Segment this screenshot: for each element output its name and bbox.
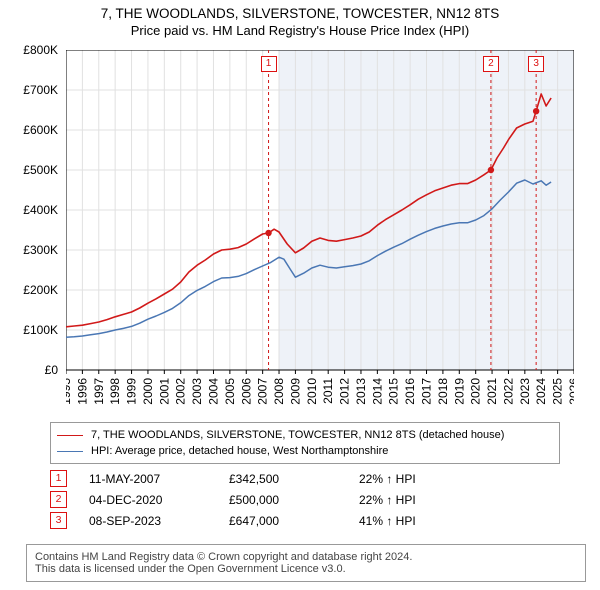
svg-text:2024: 2024 bbox=[534, 378, 548, 405]
sale-marker-num: 2 bbox=[50, 491, 67, 508]
legend-box: 7, THE WOODLANDS, SILVERSTONE, TOWCESTER… bbox=[50, 422, 560, 464]
title-line-2: Price paid vs. HM Land Registry's House … bbox=[0, 23, 600, 38]
sale-pct: 22% ↑ HPI bbox=[359, 493, 519, 507]
svg-text:2023: 2023 bbox=[518, 378, 532, 405]
titles: 7, THE WOODLANDS, SILVERSTONE, TOWCESTER… bbox=[0, 6, 600, 38]
svg-text:2003: 2003 bbox=[190, 378, 204, 405]
y-axis-labels: £0 £100K £200K £300K £400K £500K £600K £700K £80… bbox=[0, 40, 66, 420]
svg-text:2015: 2015 bbox=[387, 378, 401, 405]
legend-swatch-hpi bbox=[57, 451, 83, 452]
svg-text:£400K: £400K bbox=[23, 203, 58, 217]
figure-container: 7, THE WOODLANDS, SILVERSTONE, TOWCESTER… bbox=[0, 0, 600, 590]
svg-text:2014: 2014 bbox=[370, 378, 384, 405]
chart-marker-num: 2 bbox=[483, 56, 499, 72]
svg-text:£100K: £100K bbox=[23, 323, 58, 337]
svg-text:£500K: £500K bbox=[23, 163, 58, 177]
svg-text:1996: 1996 bbox=[75, 378, 89, 405]
svg-text:2005: 2005 bbox=[223, 378, 237, 405]
svg-text:2019: 2019 bbox=[452, 378, 466, 405]
legend-label-subject: 7, THE WOODLANDS, SILVERSTONE, TOWCESTER… bbox=[91, 429, 504, 441]
svg-text:2000: 2000 bbox=[141, 378, 155, 405]
legend-row-subject: 7, THE WOODLANDS, SILVERSTONE, TOWCESTER… bbox=[57, 427, 553, 443]
legend-row-hpi: HPI: Average price, detached house, West… bbox=[57, 443, 553, 459]
sale-pct: 22% ↑ HPI bbox=[359, 472, 519, 486]
x-axis-labels: 1995199619971998199920002001200220032004… bbox=[66, 374, 574, 420]
footer-box: Contains HM Land Registry data © Crown c… bbox=[26, 544, 586, 582]
footer-line-1: Contains HM Land Registry data © Crown c… bbox=[35, 551, 577, 563]
svg-text:2009: 2009 bbox=[288, 378, 302, 405]
legend-swatch-subject bbox=[57, 435, 83, 436]
title-line-1: 7, THE WOODLANDS, SILVERSTONE, TOWCESTER… bbox=[0, 6, 600, 21]
sale-date: 08-SEP-2023 bbox=[89, 514, 229, 528]
svg-text:2008: 2008 bbox=[272, 378, 286, 405]
svg-text:£700K: £700K bbox=[23, 83, 58, 97]
svg-text:2025: 2025 bbox=[551, 378, 565, 405]
svg-text:1997: 1997 bbox=[92, 378, 106, 405]
svg-text:2018: 2018 bbox=[436, 378, 450, 405]
svg-text:2002: 2002 bbox=[174, 378, 188, 405]
svg-text:1995: 1995 bbox=[66, 378, 73, 405]
svg-text:1998: 1998 bbox=[108, 378, 122, 405]
svg-text:2001: 2001 bbox=[157, 378, 171, 405]
svg-text:2006: 2006 bbox=[239, 378, 253, 405]
svg-text:2011: 2011 bbox=[321, 378, 335, 404]
svg-text:2020: 2020 bbox=[469, 378, 483, 405]
sale-marker-num: 3 bbox=[50, 512, 67, 529]
sale-marker-num: 1 bbox=[50, 470, 67, 487]
svg-text:2004: 2004 bbox=[206, 378, 220, 405]
sale-records: 1 11-MAY-2007 £342,500 22% ↑ HPI 2 04-DE… bbox=[50, 468, 560, 531]
chart-marker-num: 3 bbox=[528, 56, 544, 72]
sale-pct: 41% ↑ HPI bbox=[359, 514, 519, 528]
svg-text:2007: 2007 bbox=[256, 378, 270, 405]
sale-row: 2 04-DEC-2020 £500,000 22% ↑ HPI bbox=[50, 489, 560, 510]
svg-text:2016: 2016 bbox=[403, 378, 417, 405]
legend-label-hpi: HPI: Average price, detached house, West… bbox=[91, 445, 388, 457]
svg-text:£300K: £300K bbox=[23, 243, 58, 257]
svg-text:2012: 2012 bbox=[338, 378, 352, 405]
chart-series bbox=[66, 50, 574, 410]
svg-text:2026: 2026 bbox=[567, 378, 574, 405]
chart-marker-num: 1 bbox=[261, 56, 277, 72]
chart-area: 1 2 3 bbox=[66, 50, 574, 410]
svg-text:2013: 2013 bbox=[354, 378, 368, 405]
sale-price: £500,000 bbox=[229, 493, 359, 507]
svg-text:£0: £0 bbox=[45, 363, 59, 377]
sale-price: £647,000 bbox=[229, 514, 359, 528]
svg-text:2010: 2010 bbox=[305, 378, 319, 405]
svg-text:2022: 2022 bbox=[501, 378, 515, 405]
sale-date: 11-MAY-2007 bbox=[89, 472, 229, 486]
svg-text:2017: 2017 bbox=[420, 378, 434, 405]
sale-price: £342,500 bbox=[229, 472, 359, 486]
svg-text:2021: 2021 bbox=[485, 378, 499, 405]
svg-text:£600K: £600K bbox=[23, 123, 58, 137]
svg-text:1999: 1999 bbox=[125, 378, 139, 405]
sale-row: 3 08-SEP-2023 £647,000 41% ↑ HPI bbox=[50, 510, 560, 531]
footer-line-2: This data is licensed under the Open Gov… bbox=[35, 563, 577, 575]
svg-text:£200K: £200K bbox=[23, 283, 58, 297]
svg-text:£800K: £800K bbox=[23, 43, 58, 57]
sale-date: 04-DEC-2020 bbox=[89, 493, 229, 507]
sale-row: 1 11-MAY-2007 £342,500 22% ↑ HPI bbox=[50, 468, 560, 489]
